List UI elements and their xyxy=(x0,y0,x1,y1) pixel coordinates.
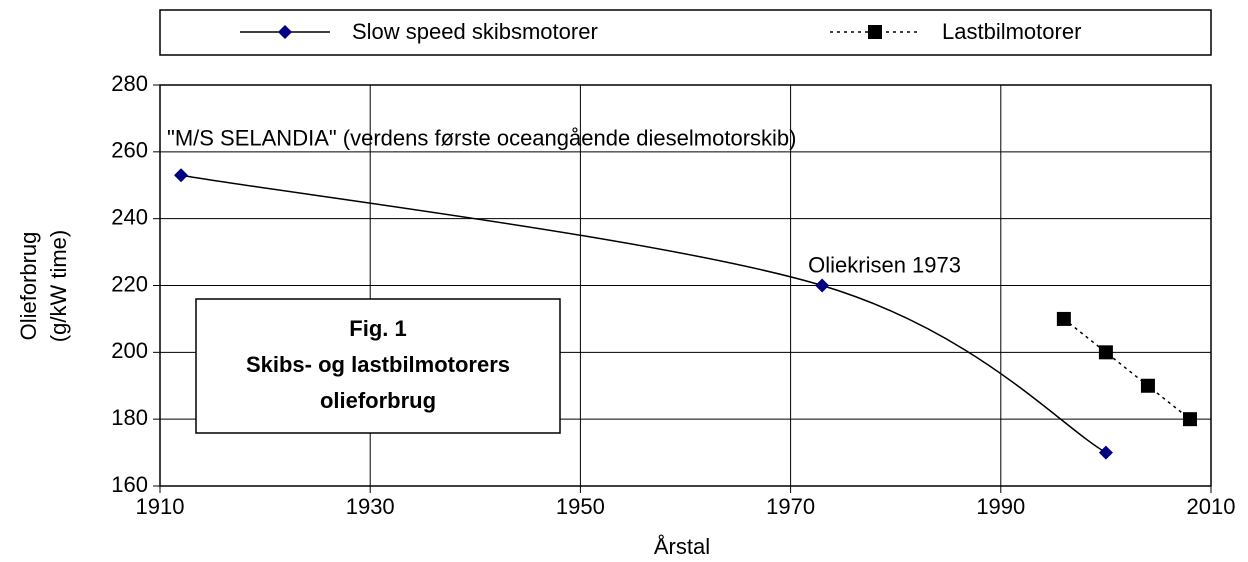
y-tick-label: 180 xyxy=(111,405,148,430)
y-tick-label: 200 xyxy=(111,338,148,363)
data-point xyxy=(1098,345,1113,360)
x-tick-label: 1910 xyxy=(136,494,185,519)
x-tick-label: 1990 xyxy=(976,494,1025,519)
x-axis-label: Årstal xyxy=(654,534,710,559)
data-point xyxy=(174,168,189,183)
legend-marker xyxy=(278,25,292,39)
y-tick-label: 160 xyxy=(111,472,148,497)
text-box-line: olieforbrug xyxy=(320,388,436,413)
plot-frame xyxy=(159,84,1212,487)
legend xyxy=(159,9,1212,56)
y-tick-label: 220 xyxy=(111,271,148,296)
y-tick-label: 280 xyxy=(111,71,148,96)
text-box-line: Fig. 1 xyxy=(349,316,406,341)
y-tick-label: 260 xyxy=(111,138,148,163)
annotation: "M/S SELANDIA" (verdens første oceangåen… xyxy=(167,126,796,151)
legend-label: Lastbilmotorer xyxy=(942,19,1081,44)
text-box xyxy=(195,298,561,434)
legend-label: Slow speed skibsmotorer xyxy=(352,19,598,44)
x-tick-label: 2010 xyxy=(1187,494,1236,519)
x-tick-label: 1970 xyxy=(766,494,815,519)
series-line xyxy=(180,174,1107,454)
y-axis-label: Olieforbrug xyxy=(16,232,41,341)
x-tick-label: 1930 xyxy=(346,494,395,519)
series-line xyxy=(1063,318,1191,420)
data-point xyxy=(1140,378,1155,393)
data-point xyxy=(1056,311,1071,326)
annotation: Oliekrisen 1973 xyxy=(808,253,961,278)
y-tick-label: 240 xyxy=(111,204,148,229)
data-point xyxy=(1098,445,1113,460)
x-tick-label: 1950 xyxy=(556,494,605,519)
data-point xyxy=(815,278,830,293)
y-axis-label: (g/kW time) xyxy=(46,230,71,342)
text-box-line: Skibs- og lastbilmotorers xyxy=(246,352,510,377)
legend-marker xyxy=(868,25,882,39)
data-point xyxy=(1182,412,1197,427)
